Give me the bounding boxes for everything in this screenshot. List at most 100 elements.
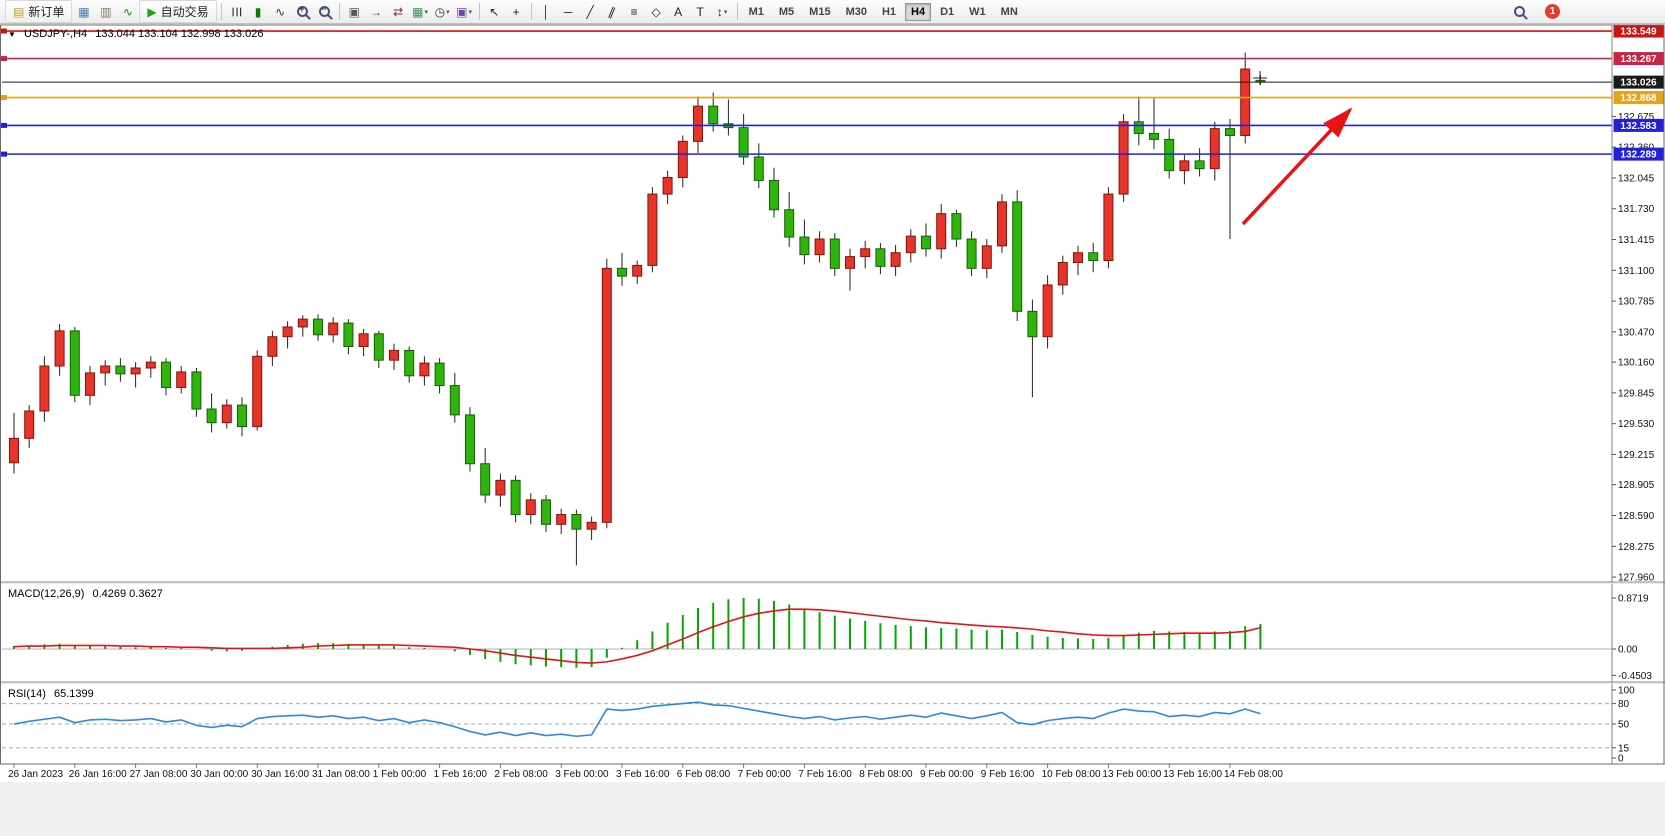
profiles-icon[interactable]: ▥: [95, 2, 116, 22]
cursor-icon[interactable]: ↖: [484, 2, 505, 22]
time-axis-label: 3 Feb 00:00: [555, 769, 609, 780]
candle-body: [1149, 133, 1159, 140]
toolbar-separator: [530, 3, 532, 20]
price-axis-label: 131.100: [1618, 266, 1655, 277]
candle-body: [328, 322, 339, 336]
chart-canvas[interactable]: 132.675132.360132.045131.730131.415131.1…: [0, 24, 1665, 836]
chart-dropdown-icon[interactable]: ▼: [8, 30, 16, 39]
candle-body: [586, 521, 597, 530]
timeframe-mn-button[interactable]: MN: [1000, 5, 1018, 18]
chart-shift-icon[interactable]: ⇄: [388, 2, 409, 22]
candle-body: [1088, 252, 1099, 262]
hline-anchor[interactable]: [0, 56, 7, 62]
horizontal-line-icon[interactable]: ─: [558, 2, 579, 22]
candle-body: [677, 140, 688, 178]
candlestick-chart-icon[interactable]: ▮: [248, 2, 269, 22]
time-axis-label: 8 Feb 08:00: [859, 769, 913, 780]
hline-anchor[interactable]: [0, 151, 7, 157]
timeframe-m5-button[interactable]: M5: [778, 5, 795, 18]
camera-icon-glyph: ▣: [456, 4, 468, 19]
rsi-line: [13, 701, 1261, 738]
candle-body: [343, 322, 354, 347]
autotrade-button[interactable]: ▶ 自动交易: [139, 0, 217, 23]
splitter-macd[interactable]: [0, 581, 1665, 584]
timeframe-h4-button[interactable]: H4: [905, 2, 932, 21]
channel-icon[interactable]: ∥: [602, 2, 623, 22]
notification-badge[interactable]: 1: [1545, 4, 1560, 19]
macd-values: 0.4269 0.3627: [92, 588, 163, 600]
time-axis[interactable]: 26 Jan 2023 26 Jan 16:00 27 Jan 08:00 30 Ja…: [0, 763, 1665, 780]
candle-body: [1118, 121, 1129, 195]
zoom-in-icon-glyph: [296, 4, 308, 17]
timeframe-d1-button[interactable]: D1: [940, 5, 955, 18]
candle-body: [434, 362, 445, 387]
timeframe-m15-button[interactable]: M15: [809, 5, 831, 18]
rsi-indicator-header: RSI(14) 65.1399: [8, 688, 94, 700]
rsi-panel: 100 80 50 150: [2, 686, 1635, 765]
time-axis-label: 9 Feb 00:00: [920, 769, 974, 780]
candle-body: [115, 365, 126, 375]
bid-price-tag: [1613, 75, 1664, 89]
rsi-axis-label: 50: [1618, 720, 1630, 731]
shapes-icon[interactable]: ◇: [646, 2, 667, 22]
time-axis-label: 9 Feb 16:00: [981, 769, 1035, 780]
price-tag: [1613, 52, 1664, 66]
hline-anchor[interactable]: [0, 28, 7, 34]
fibonacci-icon-glyph: ≡: [630, 4, 638, 19]
candle-body: [905, 235, 916, 254]
crosshair-icon[interactable]: +: [506, 2, 527, 22]
trendline-icon[interactable]: ╱: [580, 2, 601, 22]
price-tag: [1613, 147, 1664, 161]
indicators-icon[interactable]: ∿: [117, 2, 138, 22]
candle-body: [860, 248, 871, 258]
vertical-line-icon[interactable]: │: [536, 2, 557, 22]
chart-shift-icon-glyph: ⇄: [393, 4, 404, 19]
hline-anchor[interactable]: [0, 95, 7, 101]
macd-signal-line: [13, 608, 1261, 664]
candles-layer: [9, 52, 1266, 566]
tile-windows-icon-glyph: ▣: [348, 4, 360, 19]
bid-price-tag-label: 133.026: [1620, 78, 1657, 89]
candle-body: [875, 248, 886, 267]
time-axis-label: 27 Jan 08:00: [130, 769, 188, 780]
bar-chart-icon[interactable]: ☰: [226, 2, 247, 22]
period-icon[interactable]: ◷ ▾: [432, 2, 453, 22]
price-axis-label: 131.415: [1618, 235, 1655, 246]
tile-windows-icon[interactable]: ▣: [344, 2, 365, 22]
rsi-title: RSI(14): [8, 688, 46, 700]
toolbar-separator: [478, 3, 480, 20]
zoom-in-icon[interactable]: [292, 2, 313, 22]
timeframe-w1-button[interactable]: W1: [969, 5, 986, 18]
candle-body: [1057, 261, 1068, 286]
price-axis[interactable]: 132.675132.360132.045131.730131.415131.1…: [1611, 24, 1664, 764]
price-axis-label: 129.215: [1618, 450, 1655, 461]
line-chart-icon[interactable]: ∿: [270, 2, 291, 22]
new-chart-icon[interactable]: ▦ ▾: [410, 2, 431, 22]
candle-body: [24, 410, 35, 439]
timeframe-m1-button[interactable]: M1: [748, 5, 764, 18]
crosshair-icon-glyph: +: [512, 4, 520, 19]
text-icon[interactable]: A: [668, 2, 689, 22]
camera-icon[interactable]: ▣ ▾: [454, 2, 475, 22]
candle-body: [753, 156, 764, 181]
search-icon[interactable]: [1509, 2, 1530, 22]
candle-body: [769, 179, 779, 211]
trend-arrow-annotation[interactable]: [1241, 107, 1353, 226]
price-tag: [1613, 24, 1664, 38]
price-axis-label: 130.470: [1618, 327, 1655, 338]
hline-anchor[interactable]: [0, 122, 7, 128]
text-label-icon[interactable]: T: [690, 2, 711, 22]
price-axis-label: 129.845: [1618, 388, 1655, 399]
timeframe-h1-button[interactable]: H1: [881, 5, 897, 18]
chart-window-icon[interactable]: ▦: [73, 2, 94, 22]
splitter-rsi[interactable]: [0, 681, 1665, 684]
zoom-out-icon[interactable]: [314, 2, 335, 22]
fibonacci-icon[interactable]: ≡: [624, 2, 645, 22]
arrows-icon[interactable]: ↕ ▾: [712, 2, 733, 22]
autotrade-play-icon: ▶: [147, 4, 157, 19]
auto-scroll-icon[interactable]: →: [366, 2, 387, 22]
cursor-icon-glyph: ↖: [489, 4, 500, 19]
new-order-button[interactable]: ▤ 新订单: [5, 0, 73, 23]
timeframe-m30-button[interactable]: M30: [845, 5, 867, 18]
candle-body: [465, 414, 475, 465]
